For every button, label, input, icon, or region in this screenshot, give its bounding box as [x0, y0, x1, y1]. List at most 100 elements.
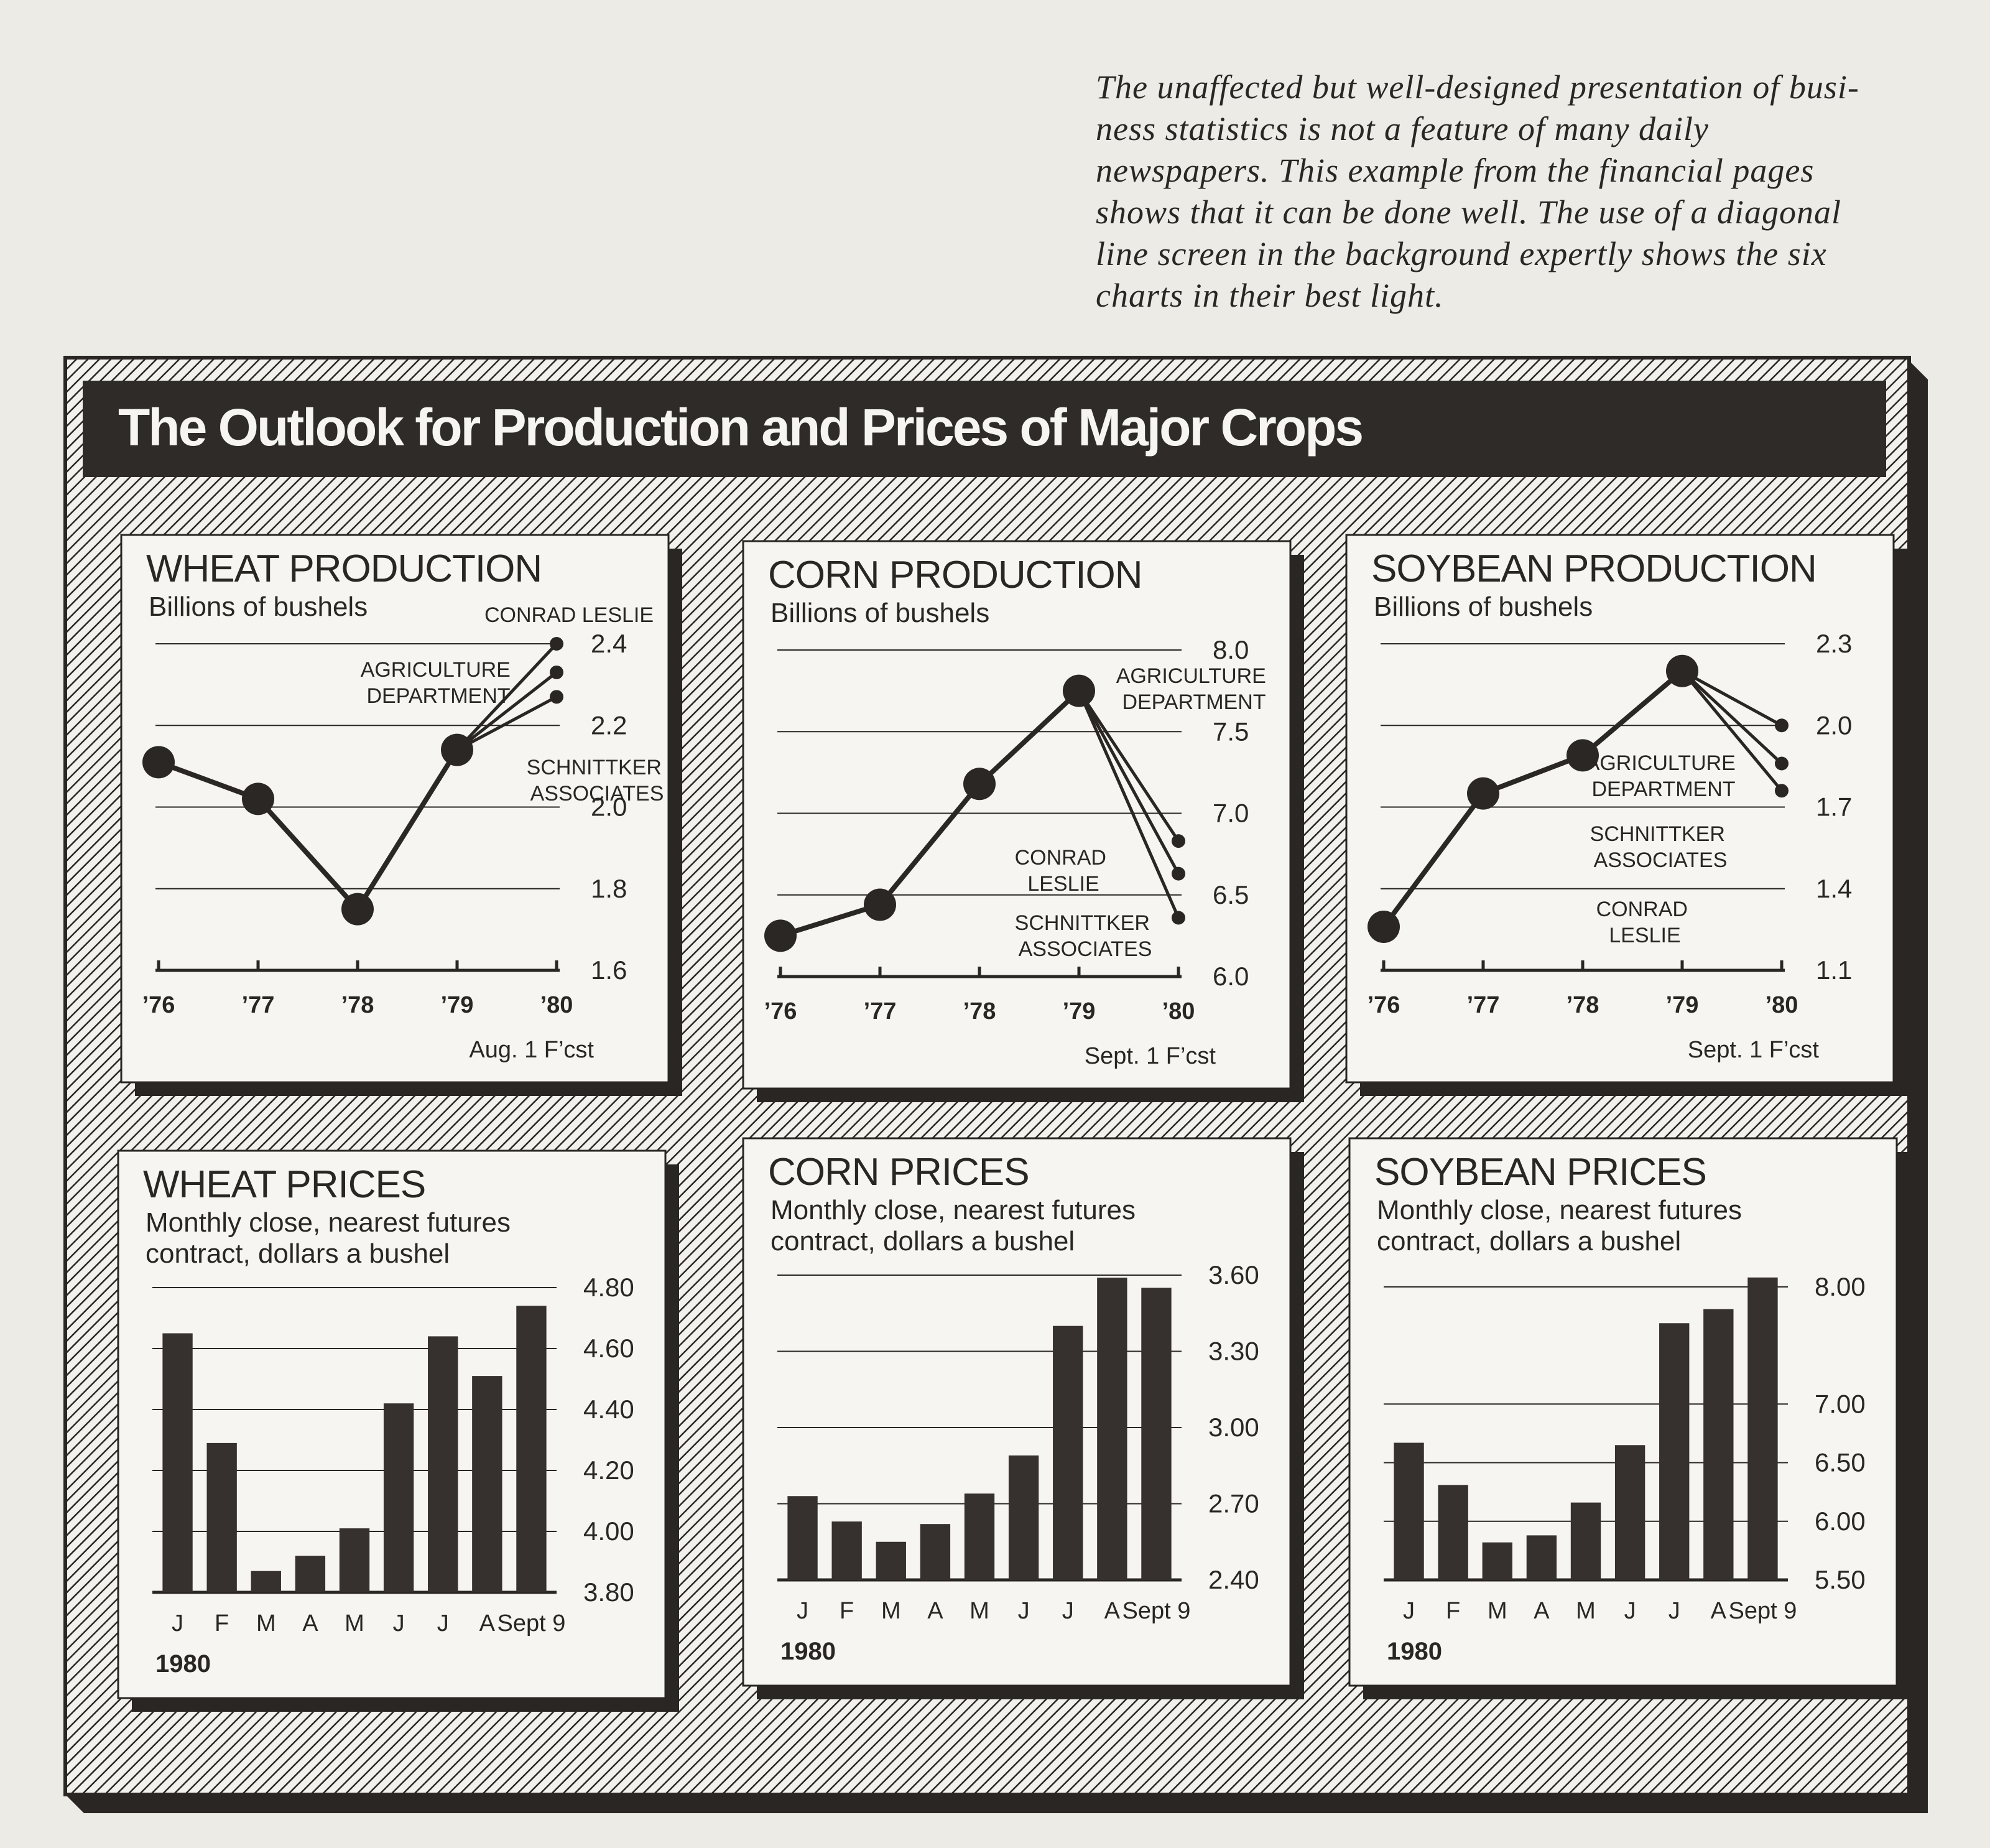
chart-subtitle: contract, dollars a bushel [771, 1226, 1075, 1256]
bar [251, 1571, 281, 1592]
x-tick-label: ’79 [1063, 998, 1096, 1024]
year-label: 1980 [1387, 1638, 1442, 1665]
line [1381, 669, 1684, 929]
forecast-label: SCHNITTKER ASSOCIATES [1015, 911, 1156, 961]
card [742, 1137, 1292, 1687]
forecast-label: AGRICULTURE DEPARTMENT [1116, 664, 1272, 714]
forecast-point [550, 665, 563, 679]
x-tick-label: ’78 [341, 992, 374, 1018]
x-tick-label: A [1711, 1598, 1727, 1624]
x-tick-label: ’79 [441, 992, 474, 1018]
bar [1659, 1323, 1690, 1580]
x-tick-label: M [881, 1598, 901, 1624]
x-tick-label: Sept 9 [1729, 1598, 1797, 1624]
y-tick-label: 1.7 [1816, 792, 1852, 822]
bar [1747, 1277, 1778, 1580]
bar [831, 1521, 862, 1580]
bar [920, 1524, 951, 1580]
y-tick-label: 3.60 [1208, 1260, 1259, 1289]
x-tick-label: ’76 [764, 998, 797, 1024]
y-tick-label: 2.70 [1208, 1489, 1259, 1518]
x-tick-label: F [215, 1610, 229, 1637]
y-tick-label: 3.30 [1208, 1337, 1259, 1366]
forecast-label: SCHNITTKER ASSOCIATES [527, 756, 668, 806]
x-tick-label: ’80 [1766, 992, 1798, 1018]
x-tick-label: ’76 [142, 992, 175, 1018]
chart-subtitle: Billions of bushels [1374, 592, 1593, 622]
point [441, 733, 473, 766]
x-tick-label: M [256, 1610, 276, 1637]
caption-line: newspapers. This example from the financ… [1096, 152, 1814, 189]
chart-title: SOYBEAN PRODUCTION [1371, 547, 1816, 590]
y-tick-label: 6.50 [1815, 1448, 1866, 1477]
chart-title: CORN PRICES [768, 1151, 1029, 1194]
bar [964, 1493, 995, 1580]
y-tick-label: 4.00 [583, 1516, 634, 1546]
forecast-line [1681, 669, 1783, 727]
forecast-point [1775, 784, 1789, 798]
y-tick-label: 3.00 [1208, 1413, 1259, 1442]
chart-subtitle: Monthly close, nearest futures [771, 1195, 1136, 1225]
bar [428, 1336, 458, 1592]
y-tick-label: 7.00 [1815, 1389, 1866, 1418]
y-tick-label: 4.40 [583, 1395, 634, 1424]
point [1063, 674, 1095, 707]
bar [162, 1333, 193, 1592]
line [157, 748, 460, 914]
forecast-line [1077, 690, 1180, 875]
chart-subtitle: contract, dollars a bushel [146, 1238, 450, 1269]
bar [206, 1442, 237, 1592]
line [779, 689, 1081, 939]
bar [876, 1541, 906, 1580]
y-tick-label: 2.2 [591, 710, 627, 740]
point [1368, 911, 1400, 943]
forecast-line [1681, 670, 1783, 792]
caption-line: The unaffected but well-designed present… [1096, 68, 1859, 106]
y-tick-label: 2.0 [1816, 710, 1852, 740]
y-tick-label: 1.4 [1816, 874, 1852, 903]
y-tick-label: 2.40 [1208, 1565, 1259, 1594]
forecast-point [550, 637, 563, 651]
chart-subtitle: Billions of bushels [149, 592, 368, 622]
forecast-label: CONRAD LESLIE [484, 603, 654, 627]
x-tick-label: ’76 [1368, 992, 1400, 1018]
forecast-label: SCHNITTKER ASSOCIATES [1590, 822, 1731, 872]
chart-title: WHEAT PRODUCTION [146, 547, 542, 590]
forecast-line [456, 643, 558, 751]
forecast-label: CONRAD LESLIE [1015, 846, 1113, 896]
bar [339, 1528, 370, 1592]
bar [1526, 1535, 1557, 1580]
y-tick-label: 2.3 [1816, 629, 1852, 658]
chart-subtitle: Monthly close, nearest futures [146, 1207, 511, 1238]
chart-subtitle: Billions of bushels [771, 598, 989, 628]
x-tick-label: J [1062, 1598, 1074, 1624]
bar [1438, 1485, 1468, 1580]
bar [1394, 1442, 1424, 1580]
chart-subtitle: contract, dollars a bushel [1377, 1226, 1681, 1256]
x-tick-label: ’77 [242, 992, 275, 1018]
bar [1008, 1455, 1039, 1580]
bar [383, 1403, 414, 1592]
forecast-label: CONRAD LESLIE [1596, 898, 1694, 947]
y-tick-label: 8.0 [1213, 635, 1249, 664]
x-tick-label: J [1624, 1598, 1636, 1624]
card [1345, 534, 1895, 1084]
forecast-label: AGRICULTURE DEPARTMENT [361, 658, 517, 708]
point [1567, 739, 1599, 772]
footnote: Sept. 1 F’cst [1688, 1037, 1820, 1063]
bar [1097, 1278, 1127, 1580]
card [120, 534, 670, 1084]
x-tick-label: A [1534, 1598, 1550, 1624]
caption-line: ness statistics is not a feature of many… [1096, 110, 1709, 147]
y-tick-label: 4.60 [583, 1334, 634, 1363]
bar [516, 1306, 547, 1592]
panel-title: The Outlook for Production and Prices of… [118, 398, 1362, 457]
point [864, 888, 896, 921]
x-tick-label: F [1446, 1598, 1460, 1624]
y-tick-label: 6.5 [1213, 880, 1249, 909]
x-tick-label: M [1576, 1598, 1596, 1624]
